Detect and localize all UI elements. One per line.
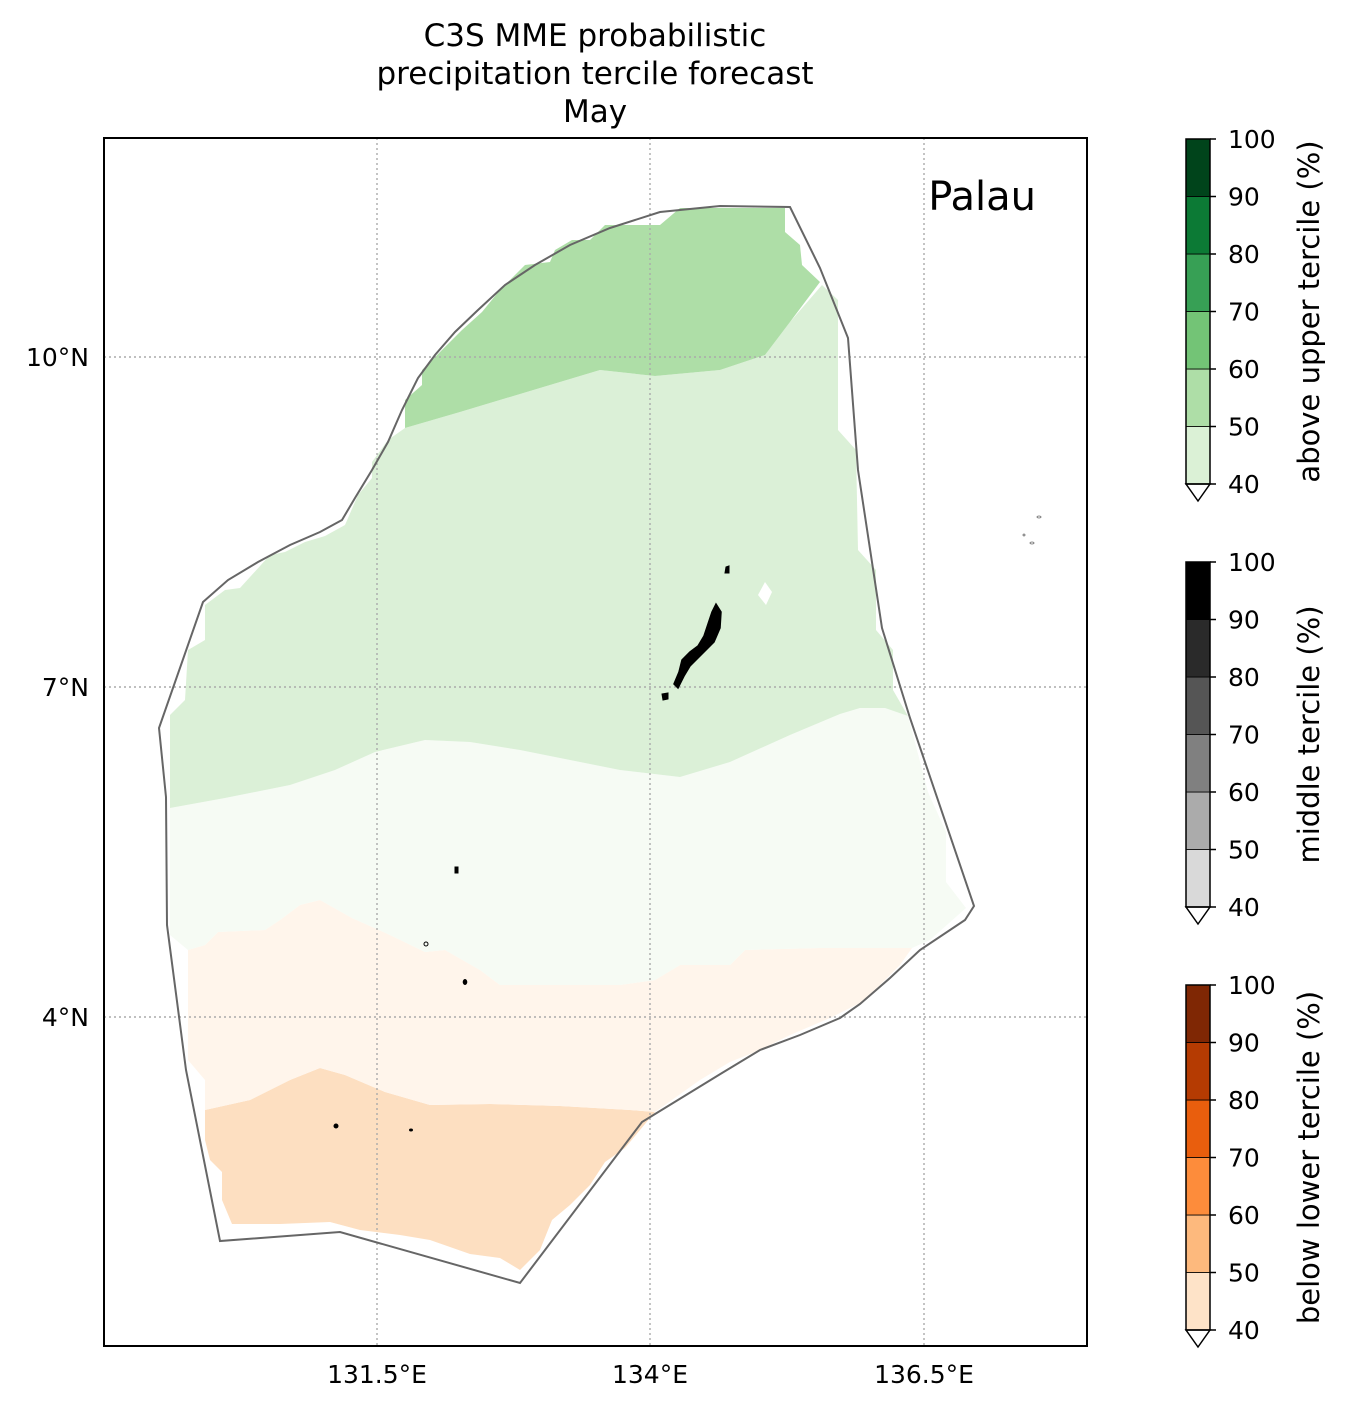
colorbar-segment [1185, 676, 1211, 735]
chart-title-line-1: C3S MME probabilistic [424, 18, 767, 54]
colorbar-below-lower-tercile: 40 50 60 70 80 90 100 below lower tercile (%) [1184, 971, 1326, 1349]
palau-southern-island [661, 692, 669, 701]
x-tick-label: 134°E [612, 1360, 688, 1389]
east-islet-3 [1029, 541, 1035, 545]
east-islet-1 [1036, 515, 1042, 519]
colorbar-segment [1185, 849, 1211, 908]
colorbar-tick-label: 100 [1228, 548, 1276, 577]
colorbar-under-extension [1184, 1329, 1212, 1349]
colorbar-segment [1185, 619, 1211, 678]
colorbar-label: below lower tercile (%) [1292, 991, 1326, 1324]
map-panel: Palau [104, 138, 1087, 1346]
colorbar-tick-label: 70 [1228, 1144, 1260, 1173]
colorbar-tick-label: 100 [1228, 125, 1276, 154]
x-tick-label: 131.5°E [327, 1360, 427, 1389]
merir-island [333, 1123, 339, 1129]
colorbar-segment [1185, 1099, 1211, 1158]
land-islands [333, 515, 1042, 1132]
colorbar-tick-label: 70 [1228, 721, 1260, 750]
chart-title-line-2: precipitation tercile forecast [377, 56, 814, 92]
colorbar-segment [1185, 1272, 1211, 1331]
colorbar-segment [1185, 368, 1211, 427]
eez-boundary-outline [157, 204, 976, 1285]
colorbar-tick-label: 60 [1228, 355, 1260, 384]
above-tercile-40-50-area [170, 285, 908, 808]
colorbar-segment [1185, 426, 1211, 485]
palau-main-islands [673, 602, 722, 690]
x-axis-labels: 131.5°E 134°E 136.5°E [327, 1360, 974, 1389]
x-tick-label: 136.5°E [874, 1360, 974, 1389]
region-label: Palau [928, 174, 1036, 220]
colorbar-segment [1185, 791, 1211, 850]
map-frame [103, 137, 1088, 1347]
colorbar-segment [1185, 1214, 1211, 1273]
colorbar-segment [1185, 734, 1211, 793]
colorbar-tick-label: 90 [1228, 183, 1260, 212]
colorbar-tick-label: 50 [1228, 1259, 1260, 1288]
small-white-gap [758, 582, 772, 605]
y-tick-label: 4°N [42, 1003, 89, 1032]
colorbar-above-upper-tercile: 40 50 60 70 80 90 100 above upper tercile (%) [1184, 125, 1326, 503]
colorbar-tick-label: 50 [1228, 836, 1260, 865]
helen-reef [409, 1128, 413, 1132]
colorbar-segment [1185, 1042, 1211, 1101]
colorbar-tick-label: 80 [1228, 1086, 1260, 1115]
colorbar-tick-label: 80 [1228, 240, 1260, 269]
colorbar-tick-label: 60 [1228, 1201, 1260, 1230]
kayangel-atoll [724, 565, 730, 574]
pulo-anna-island [462, 979, 468, 985]
colorbar-tick-label: 40 [1228, 1316, 1260, 1345]
colorbar-segment [1185, 311, 1211, 370]
colorbar-label: middle tercile (%) [1292, 605, 1326, 863]
colorbar-segment [1185, 138, 1211, 197]
colorbar-label: above upper tercile (%) [1292, 140, 1326, 482]
above-tercile-50-60-area [405, 208, 820, 428]
colorbar-segment [1185, 253, 1211, 312]
sonsorol-island [454, 866, 459, 874]
colorbar-tick-label: 40 [1228, 470, 1260, 499]
colorbar-tick-label: 60 [1228, 778, 1260, 807]
colorbar-segment [1185, 1157, 1211, 1216]
colorbar-under-extension [1184, 483, 1212, 503]
colorbar-tick-label: 90 [1228, 1029, 1260, 1058]
fanna-island [423, 941, 429, 947]
near-normal-area [170, 708, 966, 985]
colorbar-tick-label: 70 [1228, 298, 1260, 327]
colorbar-tick-label: 50 [1228, 413, 1260, 442]
colorbar-under-extension [1184, 906, 1212, 926]
below-tercile-40-50-area [188, 900, 912, 1112]
colorbar-tick-label: 100 [1228, 971, 1276, 1000]
chart-title-line-3: May [563, 94, 627, 130]
colorbar-tick-label: 90 [1228, 606, 1260, 635]
colorbar-middle-tercile: 40 50 60 70 80 90 100 middle tercile (%) [1184, 548, 1326, 926]
colorbar-tick-label: 80 [1228, 663, 1260, 692]
colorbar-segment [1185, 984, 1211, 1043]
y-tick-label: 10°N [26, 343, 89, 372]
below-tercile-50-60-area [205, 1068, 655, 1270]
colorbar-tick-label: 40 [1228, 893, 1260, 922]
y-axis-labels: 10°N 7°N 4°N [26, 343, 89, 1032]
colorbar-segment [1185, 196, 1211, 255]
colorbar-segment [1185, 561, 1211, 620]
y-tick-label: 7°N [42, 673, 89, 702]
gridlines [104, 138, 1087, 1346]
east-islet-2 [1022, 533, 1026, 537]
